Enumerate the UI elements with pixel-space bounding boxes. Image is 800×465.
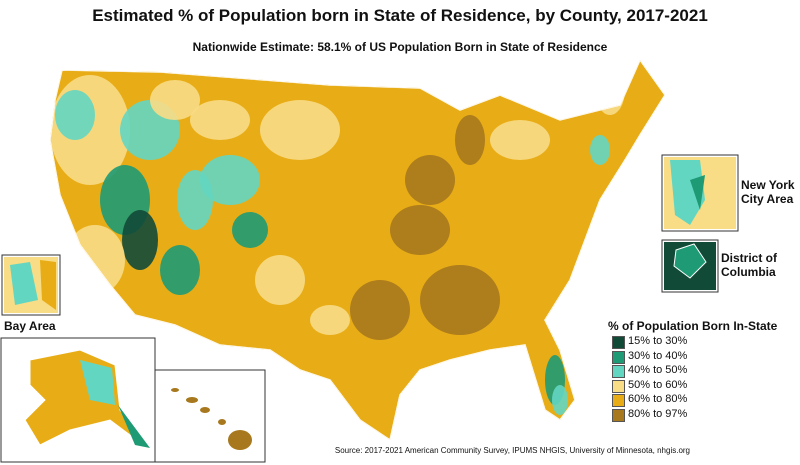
- region: [186, 397, 198, 403]
- region: [320, 150, 380, 210]
- region: [552, 385, 568, 415]
- region: [350, 280, 410, 340]
- region: [390, 205, 450, 255]
- region: [200, 407, 210, 413]
- region: [118, 405, 150, 448]
- region: [122, 210, 158, 270]
- bay-inset: [1, 254, 61, 316]
- region: [200, 155, 260, 205]
- region: [420, 265, 500, 335]
- dc-label: District of Columbia: [721, 251, 778, 279]
- us-map: [50, 60, 665, 440]
- region: [455, 115, 485, 165]
- region: [160, 245, 200, 295]
- subtitle: Nationwide Estimate: 58.1% of US Populat…: [192, 40, 608, 54]
- nyc-inset: [661, 154, 739, 232]
- region: [190, 100, 250, 140]
- region: [490, 120, 550, 160]
- legend-swatch: [612, 336, 625, 349]
- dc-inset: [661, 239, 719, 293]
- region: [228, 430, 252, 450]
- region: [24, 349, 151, 451]
- region: [310, 305, 350, 335]
- legend-title: % of Population Born In-State: [608, 319, 778, 333]
- hawaii-inset: [154, 369, 266, 463]
- legend-label: 80% to 97%: [628, 407, 688, 420]
- region: [232, 212, 268, 248]
- region: [40, 260, 56, 310]
- region: [65, 225, 125, 295]
- legend-swatch: [612, 394, 625, 407]
- region: [673, 243, 707, 279]
- legend-label: 50% to 60%: [628, 378, 688, 391]
- region: [10, 262, 38, 305]
- region: [177, 170, 213, 230]
- legend-swatch: [612, 408, 625, 422]
- legend-swatch: [612, 350, 625, 364]
- region: [405, 155, 455, 205]
- legend-swatch: [612, 379, 625, 393]
- region: [218, 419, 226, 425]
- region: [80, 360, 115, 405]
- source: Source: 2017-2021 American Community Sur…: [334, 446, 690, 455]
- region: [480, 230, 530, 270]
- region: [260, 100, 340, 160]
- legend-label: 60% to 80%: [628, 393, 688, 405]
- legend-label: 40% to 50%: [628, 364, 688, 376]
- region: [55, 90, 95, 140]
- nyc-label: New York City Area: [741, 178, 795, 206]
- region: [690, 175, 705, 210]
- region: [590, 135, 610, 165]
- region: [171, 388, 179, 392]
- legend-swatch: [612, 365, 625, 378]
- bay-label: Bay Area: [4, 319, 56, 333]
- legend-label: 15% to 30%: [628, 335, 688, 347]
- region: [520, 260, 560, 320]
- region: [255, 255, 305, 305]
- legend-label: 30% to 40%: [628, 349, 688, 362]
- region: [670, 160, 705, 225]
- title: Estimated % of Population born in State …: [92, 6, 708, 25]
- region: [150, 80, 200, 120]
